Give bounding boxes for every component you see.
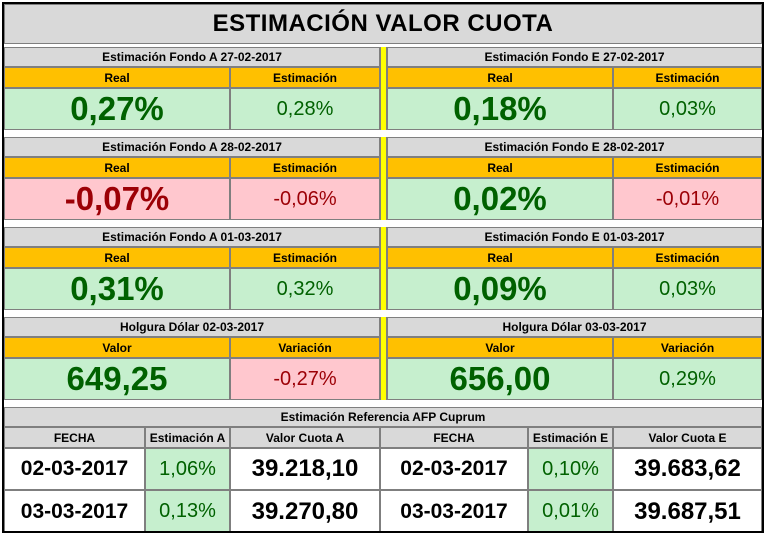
- real-col-header: Real: [4, 67, 230, 88]
- column-separator: [380, 47, 387, 130]
- fund-a-header-3: Estimación Fondo A 01-03-2017: [4, 227, 380, 247]
- real-value: 0,09%: [387, 268, 613, 310]
- fecha-cell: 03-03-2017: [4, 490, 145, 533]
- col-header-estimacion-a: Estimación A: [145, 427, 230, 448]
- valor-cuota-cell: 39.270,80: [230, 490, 380, 533]
- estimation-col-header: Estimación: [230, 247, 380, 268]
- valor-cuota-cell: 39.683,62: [613, 448, 762, 490]
- estimation-value: 0,32%: [230, 268, 380, 310]
- dollar-header-1: Holgura Dólar 02-03-2017: [4, 317, 380, 337]
- page-title: ESTIMACIÓN VALOR CUOTA: [4, 4, 762, 44]
- estimation-col-header: Estimación: [613, 67, 762, 88]
- col-header-estimacion-e: Estimación E: [528, 427, 613, 448]
- real-value: 0,02%: [387, 178, 613, 220]
- real-col-header: Real: [387, 157, 613, 178]
- estimacion-cell: 1,06%: [145, 448, 230, 490]
- estimation-value: 0,03%: [613, 88, 762, 130]
- col-header-fecha: FECHA: [380, 427, 528, 448]
- estimation-col-header: Estimación: [613, 247, 762, 268]
- fund-e-header-3: Estimación Fondo E 01-03-2017: [387, 227, 762, 247]
- col-header-valor-cuota-a: Valor Cuota A: [230, 427, 380, 448]
- variation-value: -0,27%: [230, 358, 380, 400]
- fecha-cell: 02-03-2017: [4, 448, 145, 490]
- estimation-col-header: Estimación: [613, 157, 762, 178]
- real-col-header: Real: [387, 247, 613, 268]
- estimation-value: 0,03%: [613, 268, 762, 310]
- estimation-col-header: Estimación: [230, 67, 380, 88]
- estimacion-cell: 0,01%: [528, 490, 613, 533]
- variation-col-header: Variación: [230, 337, 380, 358]
- value-col-header: Valor: [387, 337, 613, 358]
- dollar-value: 656,00: [387, 358, 613, 400]
- real-value: -0,07%: [4, 178, 230, 220]
- col-header-fecha: FECHA: [4, 427, 145, 448]
- estimacion-cell: 0,13%: [145, 490, 230, 533]
- value-col-header: Valor: [4, 337, 230, 358]
- reference-title: Estimación Referencia AFP Cuprum: [4, 407, 762, 427]
- real-col-header: Real: [387, 67, 613, 88]
- dollar-header-2: Holgura Dólar 03-03-2017: [387, 317, 762, 337]
- variation-value: 0,29%: [613, 358, 762, 400]
- estimation-value: -0,01%: [613, 178, 762, 220]
- fund-a-header-1: Estimación Fondo A 27-02-2017: [4, 47, 380, 67]
- variation-col-header: Variación: [613, 337, 762, 358]
- fund-a-header-2: Estimación Fondo A 28-02-2017: [4, 137, 380, 157]
- column-separator: [380, 137, 387, 220]
- fund-e-header-1: Estimación Fondo E 27-02-2017: [387, 47, 762, 67]
- estimation-value: 0,28%: [230, 88, 380, 130]
- dollar-value: 649,25: [4, 358, 230, 400]
- col-header-valor-cuota-e: Valor Cuota E: [613, 427, 762, 448]
- fecha-cell: 02-03-2017: [380, 448, 528, 490]
- real-value: 0,27%: [4, 88, 230, 130]
- column-separator: [380, 227, 387, 310]
- real-col-header: Real: [4, 157, 230, 178]
- estimation-value: -0,06%: [230, 178, 380, 220]
- real-value: 0,18%: [387, 88, 613, 130]
- estimacion-cell: 0,10%: [528, 448, 613, 490]
- valor-cuota-cell: 39.218,10: [230, 448, 380, 490]
- fund-e-header-2: Estimación Fondo E 28-02-2017: [387, 137, 762, 157]
- real-value: 0,31%: [4, 268, 230, 310]
- real-col-header: Real: [4, 247, 230, 268]
- fecha-cell: 03-03-2017: [380, 490, 528, 533]
- estimation-col-header: Estimación: [230, 157, 380, 178]
- valor-cuota-cell: 39.687,51: [613, 490, 762, 533]
- column-separator: [380, 317, 387, 400]
